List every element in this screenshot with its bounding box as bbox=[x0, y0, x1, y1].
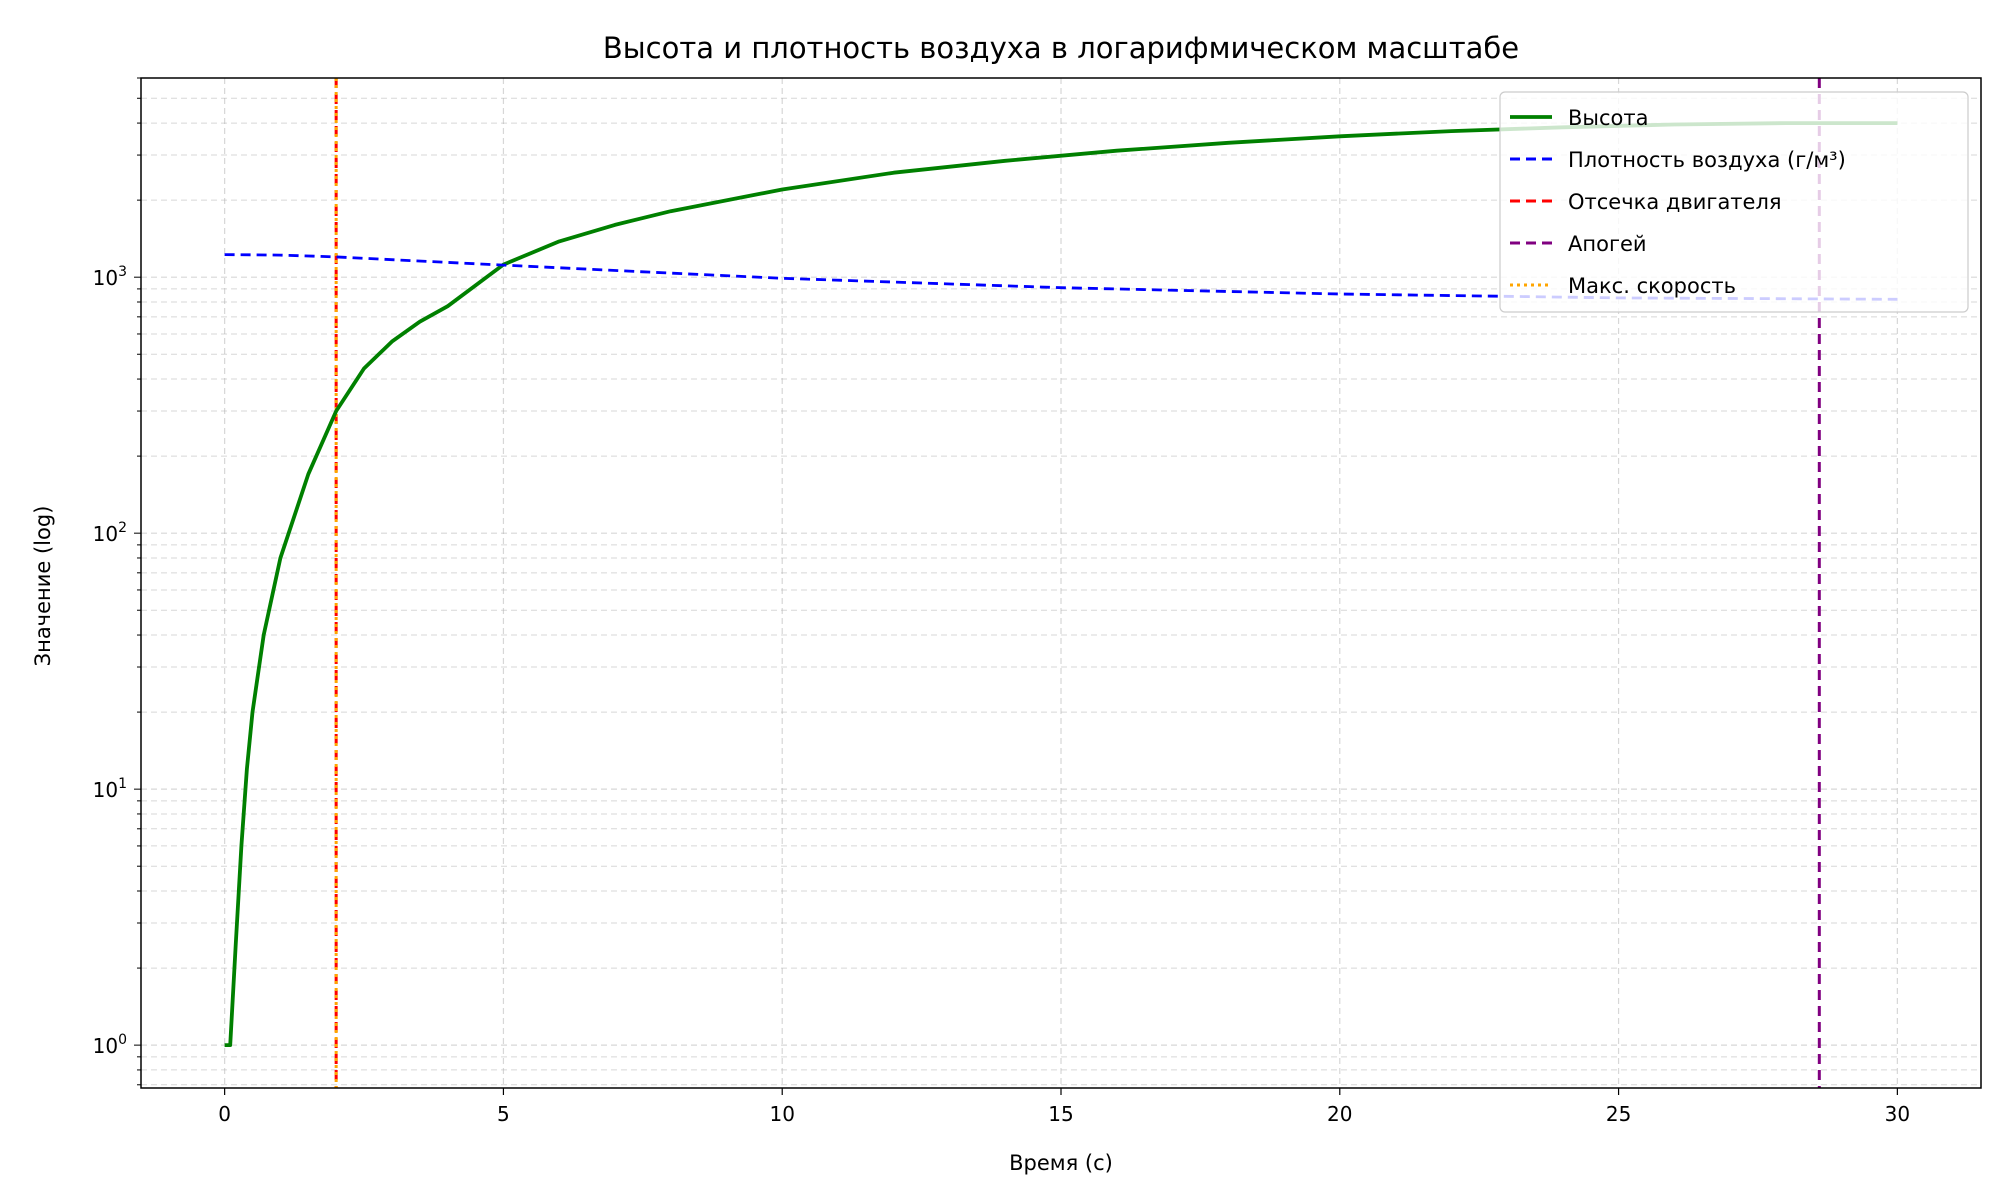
series-Плотность воздуха (г/м³) bbox=[224, 253, 1898, 301]
legend-label: Отсечка двигателя bbox=[1568, 190, 1782, 214]
legend-label: Макс. скорость bbox=[1568, 274, 1736, 298]
x-tick-label: 20 bbox=[1327, 1102, 1352, 1126]
x-tick-label: 30 bbox=[1885, 1102, 1910, 1126]
series-layer bbox=[224, 78, 1898, 1088]
x-tick-label: 0 bbox=[218, 1102, 231, 1126]
y-tick-label: 100 bbox=[93, 1032, 127, 1058]
tick-layer: 0 5 10 15 20 25 30 100 101 102 103 bbox=[93, 77, 1910, 1126]
x-tick-label: 10 bbox=[769, 1102, 794, 1126]
legend-label: Высота bbox=[1568, 106, 1648, 130]
x-tick-label: 25 bbox=[1606, 1102, 1631, 1126]
legend: Высота Плотность воздуха (г/м³) Отсечка дв… bbox=[1499, 91, 1969, 313]
x-tick-label: 15 bbox=[1048, 1102, 1073, 1126]
legend-label: Апогей bbox=[1568, 232, 1647, 256]
chart-title: Высота и плотность воздуха в логарифмиче… bbox=[603, 31, 1519, 65]
legend-box bbox=[1499, 91, 1969, 313]
x-axis-label: Время (с) bbox=[1009, 1151, 1113, 1175]
y-tick-label: 102 bbox=[93, 520, 127, 546]
x-tick-label: 5 bbox=[497, 1102, 510, 1126]
legend-label: Плотность воздуха (г/м³) bbox=[1568, 148, 1846, 172]
y-tick-label: 101 bbox=[93, 776, 127, 802]
y-axis-label: Значение (log) bbox=[31, 506, 55, 667]
y-tick-label: 103 bbox=[93, 264, 127, 290]
